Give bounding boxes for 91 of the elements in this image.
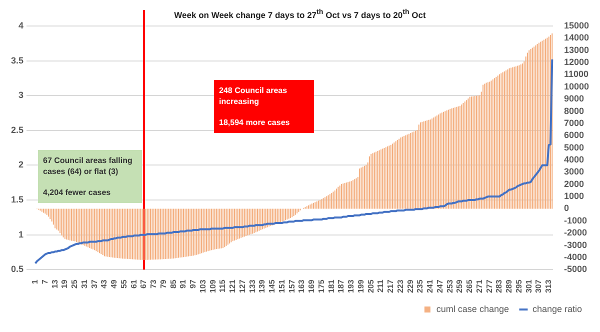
y2-tick-label: -5000	[564, 264, 588, 274]
y-tick-label: 3	[18, 90, 24, 100]
legend-label: cuml case change	[436, 304, 509, 314]
x-tick-label: 49	[110, 279, 119, 289]
annotation: 4,204 fewer cases	[43, 187, 112, 198]
x-tick-label: 97	[188, 279, 198, 289]
x-tick-label: 229	[406, 279, 415, 294]
x-tick-label: 157	[287, 279, 296, 294]
x-tick-label: 307	[534, 279, 544, 294]
note-box: 67 Council areas falling cases (64) or flat (3) 4,204 fewer cases	[38, 150, 142, 203]
x-tick-label: 19	[60, 279, 70, 289]
y-tick-label: 2	[18, 160, 24, 170]
y2-tick-label: 8000	[564, 106, 584, 116]
y2-tick-label: 2000	[564, 178, 584, 189]
x-tick-label: 163	[297, 279, 306, 294]
x-tick-label: 7	[40, 279, 50, 284]
x-tick-label: 1	[30, 279, 40, 284]
y2-tick-label: 12000	[564, 57, 590, 68]
x-tick-label: 43	[100, 279, 109, 289]
x-tick-label: 73	[149, 279, 158, 289]
x-tick-label: 181	[326, 279, 336, 294]
x-tick-label: 13	[50, 279, 60, 289]
y2-tick-label: 14000	[564, 32, 590, 43]
annotation: 18,594 more cases	[219, 117, 291, 128]
y2-tick-label: -2000	[564, 228, 588, 238]
x-tick-label: 301	[524, 279, 534, 294]
y-tick-label: 1.5	[10, 194, 24, 205]
x-tick-label: 313	[544, 279, 554, 294]
y2-tick-label: 3000	[564, 166, 584, 177]
y2-tick-label: 4000	[564, 154, 584, 164]
x-tick-label: 235	[416, 279, 425, 294]
y2-tick-label: -4000	[564, 252, 588, 262]
x-tick-label: 133	[248, 279, 257, 294]
x-tick-label: 67	[139, 279, 148, 289]
x-tick-label: 211	[376, 279, 386, 293]
x-tick-label: 283	[494, 279, 504, 294]
y2-tick-label: 6000	[564, 130, 584, 140]
x-tick-label: 79	[158, 279, 168, 289]
x-tick-label: 55	[119, 279, 128, 289]
x-tick-label: 259	[455, 279, 464, 294]
y2-tick-label: 9000	[564, 94, 584, 104]
x-tick-label: 199	[356, 279, 366, 294]
y2-tick-label: -3000	[564, 240, 588, 250]
x-tick-label: 115	[218, 279, 228, 293]
y2-tick-label: 13000	[564, 44, 590, 55]
x-tick-label: 277	[484, 279, 494, 294]
x-tick-label: 25	[70, 279, 80, 289]
note-box: 248 Council areas increasing 18,594 more cases	[214, 80, 314, 133]
x-tick-label: 247	[435, 279, 444, 294]
x-tick-label: 31	[80, 279, 89, 289]
x-tick-label: 253	[445, 279, 454, 294]
x-tick-label: 223	[396, 279, 405, 294]
x-tick-label: 265	[465, 279, 474, 294]
annotation: 248 Council areas increasing	[219, 85, 288, 107]
y2-tick-label: 11000	[564, 69, 589, 80]
x-tick-label: 193	[346, 279, 356, 294]
x-tick-label: 175	[316, 279, 326, 294]
x-tick-label: 145	[268, 279, 277, 294]
y2-tick-label: -1000	[564, 215, 588, 226]
x-tick-label: 271	[474, 279, 484, 294]
legend-label: change ratio	[532, 304, 582, 314]
y-tick-label: 3.5	[10, 55, 24, 66]
x-tick-label: 121	[228, 279, 238, 294]
x-tick-label: 91	[178, 279, 188, 289]
x-tick-label: 169	[307, 279, 316, 294]
annotation: 67 Council areas falling cases (64) or flat (3)	[43, 155, 134, 177]
x-tick-label: 37	[90, 279, 99, 289]
x-tick-label: 127	[238, 279, 247, 294]
y-tick-label: 0.5	[10, 264, 24, 274]
x-tick-label: 217	[386, 279, 396, 294]
x-tick-label: 151	[277, 279, 286, 294]
x-tick-label: 61	[129, 279, 138, 289]
x-tick-label: 139	[258, 279, 267, 294]
x-tick-label: 85	[168, 279, 178, 289]
chart-title: Week on Week change 7 days to 27$^{th}$ Oct vs 7 days to 20$^{th}$ Oct	[173, 8, 427, 20]
x-tick-label: 187	[336, 279, 346, 294]
x-tick-label: 241	[426, 279, 435, 294]
y-tick-label: 1	[18, 229, 24, 240]
y2-tick-label: 5000	[564, 142, 584, 152]
x-tick-label: 295	[514, 279, 524, 294]
x-tick-label: 289	[504, 279, 514, 294]
y2-tick-label: 10000	[564, 81, 590, 92]
y2-tick-label: 1000	[564, 191, 584, 202]
x-tick-label: 109	[208, 279, 218, 294]
y2-tick-label: 7000	[564, 118, 584, 128]
x-tick-label: 103	[198, 279, 208, 294]
x-tick-label: 205	[366, 279, 376, 294]
y-tick-label: 2.5	[10, 124, 24, 135]
y2-tick-label: 0	[564, 203, 569, 214]
y-tick-label: 4	[18, 20, 24, 30]
y2-tick-label: 15000	[564, 20, 590, 30]
